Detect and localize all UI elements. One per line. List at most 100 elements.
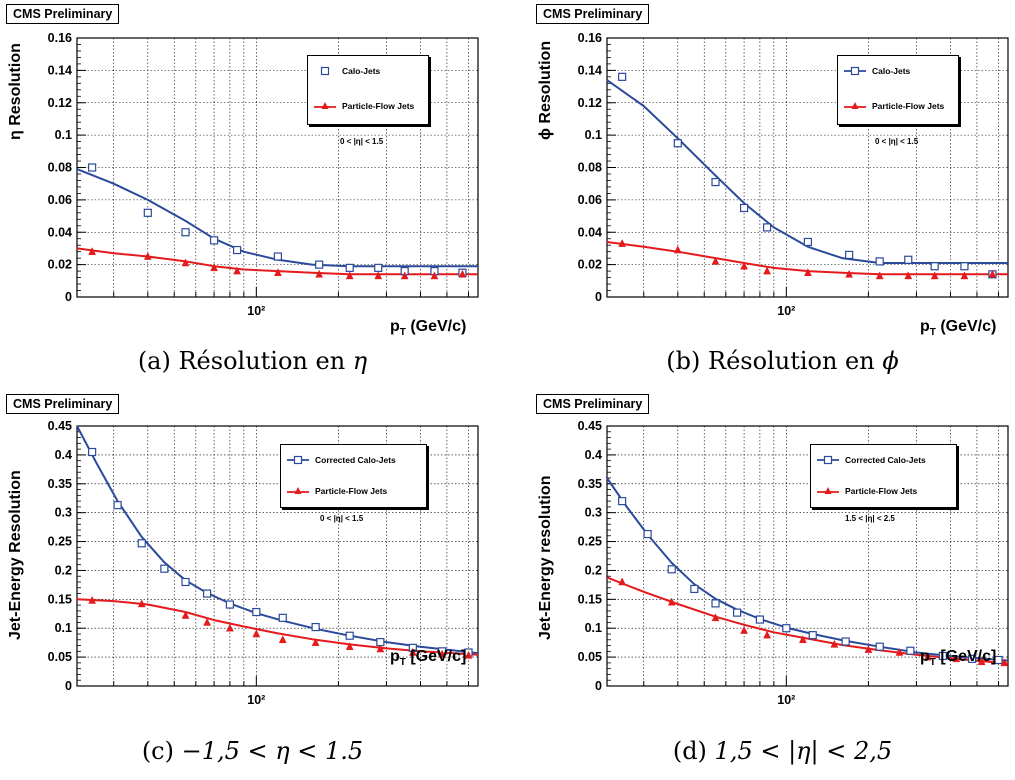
x-tick-label: 10² [777,693,795,707]
calo-data-point [711,599,720,608]
calo-data-point [203,589,212,598]
calo-data-point [994,655,1003,665]
y-tick-label: 0.35 [48,477,72,491]
pf-data-point [345,642,354,650]
calo-data-point [315,260,324,269]
y-tick-label: 0.08 [48,161,72,175]
calo-data-point [137,539,146,548]
calo-data-point [875,257,884,266]
calo-data-point [845,250,854,260]
legend-triangle [294,487,302,494]
calo-data-point [782,624,791,633]
pf-fit-curve [606,241,1008,276]
pf-data-point [864,645,873,653]
legend-entry-calo: Calo-Jets [844,63,910,79]
x-axis-label: pT [GeV/c] [920,648,997,669]
open-square-marker-icon [844,66,866,76]
y-tick-label: 0.02 [48,258,72,272]
y-tick-label: 0 [595,679,602,693]
x-tick-label: 10² [247,304,265,318]
open-square-marker-icon [320,66,330,76]
plot-canvas-c: 0 0.05 0.1 0.15 0.2 0.25 0.3 0.35 0.4 0.45 10² [48,419,479,707]
pf-data-point [740,625,748,634]
calo-data-point [960,262,969,271]
eta-range-label: 0 < |η| < 1.5 [320,514,364,523]
legend-square [293,455,303,465]
calo-data-point [374,263,383,272]
plot-frame [76,425,479,687]
legend-entry-calo: Calo-Jets [314,63,380,79]
pf-data-point [311,638,320,646]
y-tick-label: 0.06 [48,193,72,207]
calo-data-point [345,263,354,272]
y-tick-label: 0.16 [578,31,602,45]
legend-entry-pf: Particle-Flow Jets [844,98,944,114]
y-tick-label: 0.15 [48,592,72,606]
plot-frame [606,37,1009,298]
plot-panel-b: 0 0.02 0.04 0.06 0.08 0.1 0.12 0.14 0.16 10² CMS … [530,0,1015,385]
caption: (b) Résolution en ϕ [666,347,899,375]
pf-data-point [763,266,771,275]
y-tick-label: 0.02 [578,258,602,272]
pf-data-point [143,251,152,260]
calo-data-point [143,208,152,217]
legend-entry-pf: Particle-Flow Jets [314,98,414,114]
calo-data-point [841,637,850,646]
pf-data-point [181,258,190,267]
y-tick-label: 0.04 [578,225,602,239]
pf-data-point [345,271,354,280]
pf-data-point [711,613,720,622]
cms-preliminary-badge: CMS Preliminary [6,394,120,414]
open-square-marker-icon [817,455,839,465]
plot-canvas-a: 0 0.02 0.04 0.06 0.08 0.1 0.12 0.14 0.16 10² [48,31,479,318]
legend: Corrected Calo-Jets Particle-Flow Jets [810,444,957,508]
cms-preliminary-badge: CMS Preliminary [6,4,120,24]
calo-fit-curve [76,168,478,268]
y-tick-label: 0 [65,290,72,304]
calo-data-point [160,564,169,573]
calo-data-point [311,622,320,632]
pf-data-point [458,269,467,278]
x-axis-label: pT [GeV/c] [390,648,467,669]
pf-data-point [960,271,969,280]
pf-data-point [930,271,939,280]
pf-data-point [315,269,324,278]
caption: (d) 1,5 < |η| < 2,5 [672,737,893,765]
y-tick-label: 0.2 [55,563,72,577]
legend-entry-calo: Corrected Calo-Jets [287,452,396,468]
y-tick-label: 0.12 [48,96,72,110]
pf-data-point [233,266,241,275]
pf-data-point [711,256,720,265]
pf-data-point [438,649,446,658]
y-tick-label: 0.45 [578,419,602,433]
x-tick-label: 10² [247,693,265,707]
caption: (a) Résolution en η [137,347,368,375]
y-tick-label: 0.3 [55,506,72,520]
y-axis-label: Jet-Energy resolution [537,475,554,640]
calo-data-point [673,139,682,148]
calo-data-point [209,236,219,245]
y-tick-label: 0.16 [48,31,72,45]
pf-data-point [408,647,417,656]
y-tick-label: 0.4 [55,448,72,462]
calo-data-point [181,228,190,237]
pf-data-point [845,269,854,278]
y-tick-label: 0.08 [578,161,602,175]
x-axis-label: pT (GeV/c) [390,318,467,339]
pf-data-point [278,635,287,644]
pf-data-point [895,647,904,656]
red-triangle-marker-icon [314,102,336,109]
pf-data-point [740,261,748,270]
eta-range-label: 1.5 < |η| < 2.5 [845,514,895,523]
plot-panel-d: 0 0.05 0.1 0.15 0.2 0.25 0.3 0.35 0.4 0.45 10² CMS… [530,390,1015,775]
pf-data-point [88,595,97,604]
red-triangle-marker-icon [287,487,309,494]
plot-panel-c: 0 0.05 0.1 0.15 0.2 0.25 0.3 0.35 0.4 0.45 10² CMS… [0,390,505,775]
calo-data-point [711,177,720,187]
calo-data-point [618,72,627,81]
y-tick-label: 0.4 [585,448,602,462]
pf-data-point [210,263,218,272]
pf-data-point [904,271,913,280]
pf-data-point [137,599,146,608]
calo-data-point [803,237,813,247]
